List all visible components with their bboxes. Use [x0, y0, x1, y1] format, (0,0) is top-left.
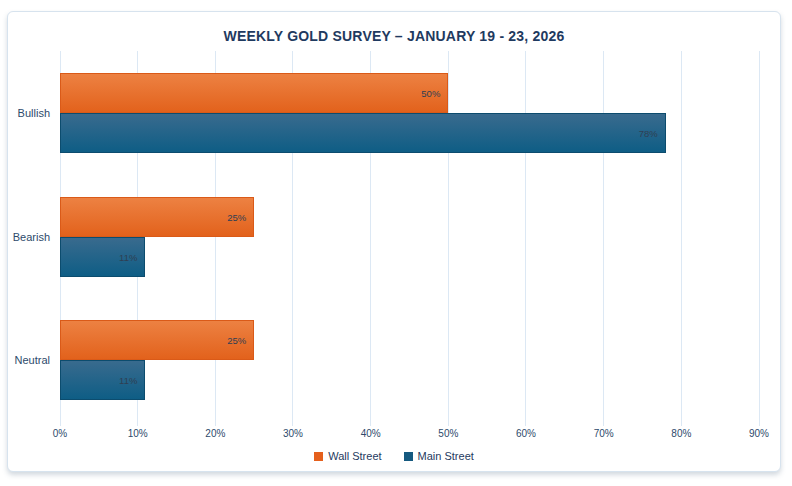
- legend-item-main-street: Main Street: [404, 450, 474, 462]
- legend: Wall Street Main Street: [8, 450, 780, 462]
- bars: 50% 78% 25% 11% 25% 11%: [60, 51, 759, 422]
- x-tick-label: 10%: [128, 428, 148, 439]
- legend-label: Main Street: [418, 450, 474, 462]
- chart-card: WEEKLY GOLD SURVEY – JANUARY 19 - 23, 20…: [7, 11, 781, 472]
- category-label-bearish: Bearish: [8, 231, 50, 243]
- plot-area: 50% 78% 25% 11% 25% 11%: [60, 51, 759, 422]
- category-label-bullish: Bullish: [8, 107, 50, 119]
- x-tick-label: 40%: [361, 428, 381, 439]
- legend-item-wall-street: Wall Street: [314, 450, 381, 462]
- x-tick-label: 80%: [671, 428, 691, 439]
- bar-main-street-bearish: 11%: [60, 237, 145, 277]
- bar-value-label: 25%: [227, 211, 246, 222]
- bar-value-label: 50%: [421, 87, 440, 98]
- x-tick-label: 60%: [516, 428, 536, 439]
- legend-label: Wall Street: [328, 450, 381, 462]
- bar-main-street-bullish: 78%: [60, 113, 666, 153]
- bar-wall-street-bearish: 25%: [60, 197, 254, 237]
- bar-wall-street-neutral: 25%: [60, 320, 254, 360]
- x-tick-label: 50%: [438, 428, 458, 439]
- x-tick-label: 30%: [283, 428, 303, 439]
- x-tick-label: 90%: [749, 428, 769, 439]
- category-labels: Bullish Bearish Neutral: [8, 51, 50, 422]
- x-tick-label: 70%: [594, 428, 614, 439]
- category-label-neutral: Neutral: [8, 354, 50, 366]
- bar-value-label: 11%: [119, 375, 137, 386]
- bar-main-street-neutral: 11%: [60, 360, 145, 400]
- bar-value-label: 11%: [119, 251, 137, 262]
- legend-swatch: [314, 452, 323, 461]
- bar-value-label: 78%: [639, 127, 658, 138]
- bar-value-label: 25%: [227, 335, 246, 346]
- bar-wall-street-bullish: 50%: [60, 73, 448, 113]
- legend-swatch: [404, 452, 413, 461]
- x-tick-label: 20%: [205, 428, 225, 439]
- x-tick-label: 0%: [53, 428, 67, 439]
- chart-title: WEEKLY GOLD SURVEY – JANUARY 19 - 23, 20…: [8, 28, 780, 44]
- x-axis-tick-labels: 0%10%20%30%40%50%60%70%80%90%: [60, 428, 759, 442]
